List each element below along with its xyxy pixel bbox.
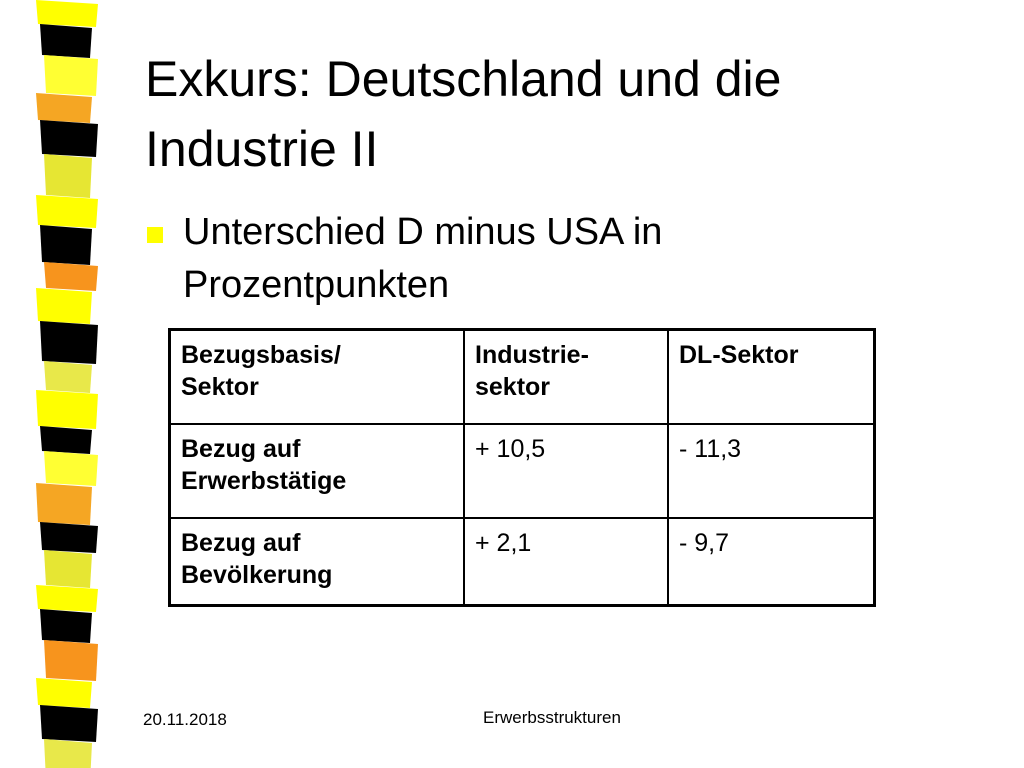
stripe-block (36, 288, 92, 324)
table-row: Bezug auf Erwerbstätige + 10,5 - 11,3 (168, 422, 876, 519)
stripe-block (36, 585, 98, 612)
stripe-block (36, 93, 92, 123)
decorative-stripe (36, 0, 98, 768)
stripe-block (36, 0, 98, 27)
table-cell: - 11,3 (667, 422, 876, 519)
stripe-block (40, 609, 92, 643)
footer-title: Erwerbsstrukturen (483, 708, 621, 727)
stripe-block (44, 739, 92, 768)
stripe-block (40, 705, 98, 742)
stripe-block (36, 678, 92, 708)
stripe-block (44, 640, 98, 681)
stripe-block (36, 390, 98, 429)
stripe-block (44, 262, 98, 291)
stripe-block (44, 451, 98, 486)
header-cell: Industrie- sektor (463, 328, 669, 425)
table-cell: + 2,1 (463, 516, 669, 607)
slide-title: Exkurs: Deutschland und die Industrie II (145, 51, 782, 177)
bullet-text: Unterschied D minus USA in Prozentpunkte… (183, 211, 663, 306)
footer-date: 20.11.2018 (143, 710, 227, 729)
stripe-block (40, 522, 98, 553)
stripe-block (44, 55, 98, 96)
stripe-block (44, 361, 92, 393)
table-row: Bezug auf Bevölkerung + 2,1 - 9,7 (168, 516, 876, 607)
stripe-block (44, 550, 92, 588)
header-cell: Bezugsbasis/ Sektor (168, 328, 465, 425)
data-table: Bezugsbasis/ Sektor Industrie- sektor DL… (168, 328, 876, 607)
table-header-row: Bezugsbasis/ Sektor Industrie- sektor DL… (168, 328, 876, 425)
stripe-block (44, 154, 92, 198)
table-cell: + 10,5 (463, 422, 669, 519)
header-cell: DL-Sektor (667, 328, 876, 425)
bullet-marker (147, 227, 163, 243)
stripe-block (40, 321, 98, 364)
stripe-block (40, 120, 98, 157)
stripe-block (40, 426, 92, 454)
row-label: Bezug auf Bevölkerung (168, 516, 465, 607)
row-label: Bezug auf Erwerbstätige (168, 422, 465, 519)
table-cell: - 9,7 (667, 516, 876, 607)
stripe-block (40, 24, 92, 58)
stripe-block (36, 195, 98, 228)
stripe-block (36, 483, 92, 525)
stripe-block (40, 225, 92, 265)
